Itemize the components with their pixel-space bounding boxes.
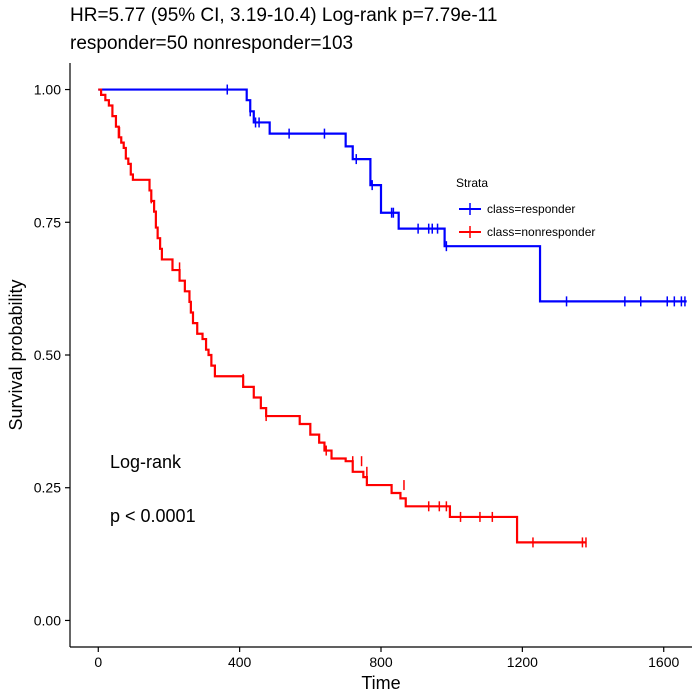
y-ticks: 0.00 0.25 0.50 0.75 1.00 bbox=[34, 82, 70, 628]
x-tick-label: 0 bbox=[94, 654, 102, 670]
annotation-p-value: p < 0.0001 bbox=[110, 506, 196, 526]
survival-curve-nonresponder bbox=[98, 88, 586, 544]
x-ticks: 0 400 800 1200 1600 bbox=[94, 647, 680, 670]
annotation-log-rank: Log-rank bbox=[110, 452, 182, 472]
legend-title: Strata bbox=[456, 176, 488, 190]
axes: 0.00 0.25 0.50 0.75 1.00 0 400 800 1200 1600 Tim… bbox=[6, 63, 692, 693]
annotations: Log-rank p < 0.0001 bbox=[110, 452, 196, 526]
y-axis-title: Survival probability bbox=[6, 279, 26, 430]
x-tick-label: 400 bbox=[228, 654, 252, 670]
survival-curve-responder bbox=[98, 88, 687, 303]
legend: Strata class=responder class=nonresponde… bbox=[456, 176, 595, 239]
series-layer bbox=[98, 84, 687, 548]
y-tick-label: 0.50 bbox=[34, 347, 61, 363]
legend-item-nonresponder: class=nonresponder bbox=[459, 225, 595, 239]
legend-label-nonresponder: class=nonresponder bbox=[487, 225, 595, 239]
y-tick-label: 1.00 bbox=[34, 82, 61, 98]
y-tick-label: 0.00 bbox=[34, 612, 61, 628]
legend-label-responder: class=responder bbox=[487, 202, 575, 216]
y-tick-label: 0.25 bbox=[34, 480, 61, 496]
x-axis-title: Time bbox=[361, 673, 400, 693]
legend-item-responder: class=responder bbox=[459, 202, 575, 216]
y-tick-label: 0.75 bbox=[34, 214, 61, 230]
x-tick-label: 1600 bbox=[648, 654, 679, 670]
x-tick-label: 1200 bbox=[507, 654, 538, 670]
chart-title-line-1: HR=5.77 (95% CI, 3.19-10.4) Log-rank p=7… bbox=[70, 5, 498, 26]
x-tick-label: 800 bbox=[369, 654, 393, 670]
chart-title-line-2: responder=50 nonresponder=103 bbox=[70, 33, 354, 54]
